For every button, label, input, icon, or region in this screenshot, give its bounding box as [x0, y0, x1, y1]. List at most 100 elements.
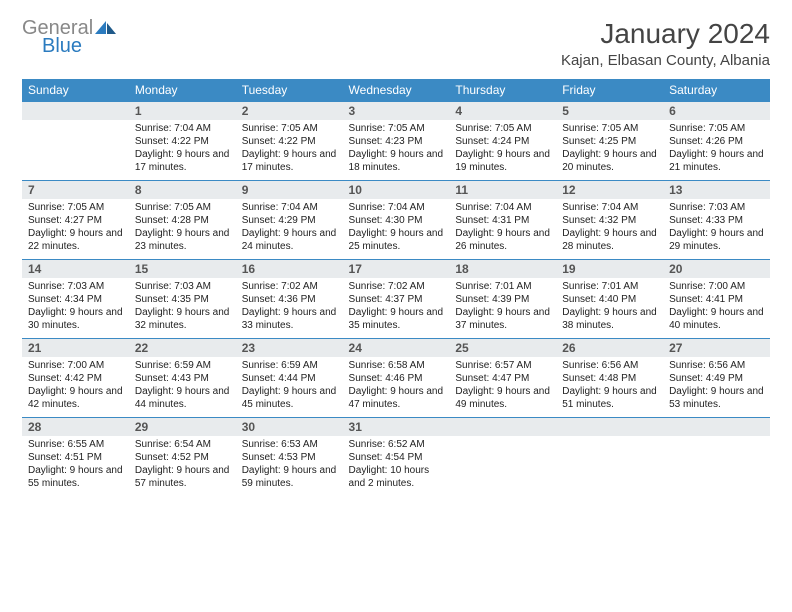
daylight-line: Daylight: 9 hours and 45 minutes. — [242, 385, 337, 411]
day-number: 4 — [449, 102, 556, 120]
day-details: Sunrise: 6:56 AMSunset: 4:48 PMDaylight:… — [556, 357, 663, 417]
sunrise-line: Sunrise: 6:52 AM — [349, 438, 444, 451]
day-cell: 2Sunrise: 7:05 AMSunset: 4:22 PMDaylight… — [236, 102, 343, 181]
day-details: Sunrise: 7:05 AMSunset: 4:25 PMDaylight:… — [556, 120, 663, 180]
day-number: 2 — [236, 102, 343, 120]
day-details: Sunrise: 7:01 AMSunset: 4:40 PMDaylight:… — [556, 278, 663, 338]
sunset-line: Sunset: 4:24 PM — [455, 135, 550, 148]
day-cell: 12Sunrise: 7:04 AMSunset: 4:32 PMDayligh… — [556, 181, 663, 260]
day-details: Sunrise: 7:03 AMSunset: 4:34 PMDaylight:… — [22, 278, 129, 338]
header: General Blue January 2024 Kajan, Elbasan… — [22, 18, 770, 69]
day-number: 29 — [129, 418, 236, 436]
sunset-line: Sunset: 4:42 PM — [28, 372, 123, 385]
day-details: Sunrise: 6:52 AMSunset: 4:54 PMDaylight:… — [343, 436, 450, 496]
day-details: Sunrise: 7:00 AMSunset: 4:41 PMDaylight:… — [663, 278, 770, 338]
sunset-line: Sunset: 4:31 PM — [455, 214, 550, 227]
day-number: 25 — [449, 339, 556, 357]
sunrise-line: Sunrise: 7:00 AM — [669, 280, 764, 293]
daylight-line: Daylight: 9 hours and 26 minutes. — [455, 227, 550, 253]
dow-row: Sunday Monday Tuesday Wednesday Thursday… — [22, 79, 770, 102]
sunrise-line: Sunrise: 7:05 AM — [28, 201, 123, 214]
sunrise-line: Sunrise: 7:05 AM — [455, 122, 550, 135]
sunset-line: Sunset: 4:53 PM — [242, 451, 337, 464]
dow-header: Thursday — [449, 79, 556, 102]
daylight-line: Daylight: 9 hours and 22 minutes. — [28, 227, 123, 253]
day-cell: 10Sunrise: 7:04 AMSunset: 4:30 PMDayligh… — [343, 181, 450, 260]
daylight-line: Daylight: 9 hours and 19 minutes. — [455, 148, 550, 174]
dow-header: Sunday — [22, 79, 129, 102]
week-row: 14Sunrise: 7:03 AMSunset: 4:34 PMDayligh… — [22, 260, 770, 339]
day-details: Sunrise: 6:59 AMSunset: 4:44 PMDaylight:… — [236, 357, 343, 417]
logo: General Blue — [22, 18, 117, 56]
day-number — [556, 418, 663, 436]
sunrise-line: Sunrise: 7:05 AM — [669, 122, 764, 135]
day-details: Sunrise: 6:56 AMSunset: 4:49 PMDaylight:… — [663, 357, 770, 417]
dow-header: Friday — [556, 79, 663, 102]
day-details: Sunrise: 7:03 AMSunset: 4:35 PMDaylight:… — [129, 278, 236, 338]
day-cell: 21Sunrise: 7:00 AMSunset: 4:42 PMDayligh… — [22, 339, 129, 418]
dow-header: Saturday — [663, 79, 770, 102]
day-cell: 16Sunrise: 7:02 AMSunset: 4:36 PMDayligh… — [236, 260, 343, 339]
day-details: Sunrise: 7:05 AMSunset: 4:28 PMDaylight:… — [129, 199, 236, 259]
sunset-line: Sunset: 4:54 PM — [349, 451, 444, 464]
day-number: 5 — [556, 102, 663, 120]
daylight-line: Daylight: 9 hours and 37 minutes. — [455, 306, 550, 332]
day-details: Sunrise: 7:04 AMSunset: 4:30 PMDaylight:… — [343, 199, 450, 259]
day-number: 20 — [663, 260, 770, 278]
day-cell: 15Sunrise: 7:03 AMSunset: 4:35 PMDayligh… — [129, 260, 236, 339]
day-details: Sunrise: 6:58 AMSunset: 4:46 PMDaylight:… — [343, 357, 450, 417]
day-number — [449, 418, 556, 436]
sunset-line: Sunset: 4:34 PM — [28, 293, 123, 306]
logo-sail-icon — [95, 21, 117, 35]
dow-header: Tuesday — [236, 79, 343, 102]
sunset-line: Sunset: 4:35 PM — [135, 293, 230, 306]
daylight-line: Daylight: 9 hours and 20 minutes. — [562, 148, 657, 174]
daylight-line: Daylight: 9 hours and 28 minutes. — [562, 227, 657, 253]
sunset-line: Sunset: 4:32 PM — [562, 214, 657, 227]
sunset-line: Sunset: 4:47 PM — [455, 372, 550, 385]
sunset-line: Sunset: 4:51 PM — [28, 451, 123, 464]
day-details: Sunrise: 7:04 AMSunset: 4:31 PMDaylight:… — [449, 199, 556, 259]
week-row: 7Sunrise: 7:05 AMSunset: 4:27 PMDaylight… — [22, 181, 770, 260]
day-details: Sunrise: 7:04 AMSunset: 4:29 PMDaylight:… — [236, 199, 343, 259]
day-details: Sunrise: 7:02 AMSunset: 4:36 PMDaylight:… — [236, 278, 343, 338]
sunrise-line: Sunrise: 6:56 AM — [669, 359, 764, 372]
day-cell: 18Sunrise: 7:01 AMSunset: 4:39 PMDayligh… — [449, 260, 556, 339]
sunset-line: Sunset: 4:22 PM — [135, 135, 230, 148]
day-number — [22, 102, 129, 120]
day-cell: 17Sunrise: 7:02 AMSunset: 4:37 PMDayligh… — [343, 260, 450, 339]
day-cell: 7Sunrise: 7:05 AMSunset: 4:27 PMDaylight… — [22, 181, 129, 260]
day-details: Sunrise: 7:05 AMSunset: 4:23 PMDaylight:… — [343, 120, 450, 180]
sunrise-line: Sunrise: 7:03 AM — [135, 280, 230, 293]
day-details: Sunrise: 7:05 AMSunset: 4:26 PMDaylight:… — [663, 120, 770, 180]
sunrise-line: Sunrise: 6:53 AM — [242, 438, 337, 451]
day-number: 18 — [449, 260, 556, 278]
day-number: 7 — [22, 181, 129, 199]
sunrise-line: Sunrise: 7:04 AM — [349, 201, 444, 214]
day-details: Sunrise: 7:04 AMSunset: 4:32 PMDaylight:… — [556, 199, 663, 259]
sunset-line: Sunset: 4:28 PM — [135, 214, 230, 227]
logo-text-blue: Blue — [42, 36, 82, 56]
sunrise-line: Sunrise: 6:55 AM — [28, 438, 123, 451]
day-number: 27 — [663, 339, 770, 357]
day-number: 17 — [343, 260, 450, 278]
day-cell: 22Sunrise: 6:59 AMSunset: 4:43 PMDayligh… — [129, 339, 236, 418]
day-number: 1 — [129, 102, 236, 120]
sunset-line: Sunset: 4:46 PM — [349, 372, 444, 385]
day-number: 6 — [663, 102, 770, 120]
sunrise-line: Sunrise: 7:05 AM — [242, 122, 337, 135]
sunset-line: Sunset: 4:26 PM — [669, 135, 764, 148]
sunset-line: Sunset: 4:22 PM — [242, 135, 337, 148]
day-number: 24 — [343, 339, 450, 357]
sunset-line: Sunset: 4:49 PM — [669, 372, 764, 385]
daylight-line: Daylight: 9 hours and 38 minutes. — [562, 306, 657, 332]
title-block: January 2024 Kajan, Elbasan County, Alba… — [561, 18, 770, 69]
sunset-line: Sunset: 4:44 PM — [242, 372, 337, 385]
daylight-line: Daylight: 9 hours and 55 minutes. — [28, 464, 123, 490]
day-cell: 4 Sunrise: 7:05 AMSunset: 4:24 PMDaylight… — [449, 102, 556, 181]
day-number: 26 — [556, 339, 663, 357]
daylight-line: Daylight: 9 hours and 42 minutes. — [28, 385, 123, 411]
day-details: Sunrise: 7:01 AMSunset: 4:39 PMDaylight:… — [449, 278, 556, 338]
day-cell: 14Sunrise: 7:03 AMSunset: 4:34 PMDayligh… — [22, 260, 129, 339]
day-details: Sunrise: 6:59 AMSunset: 4:43 PMDaylight:… — [129, 357, 236, 417]
